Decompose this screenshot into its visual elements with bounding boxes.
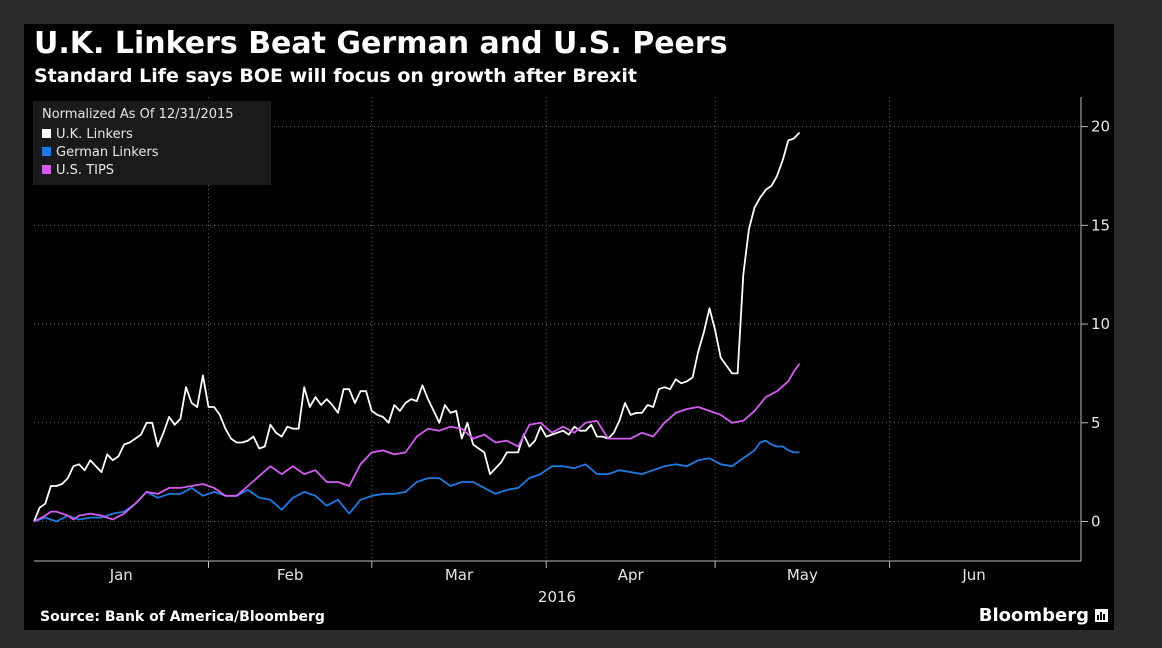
x-tick-label: Apr bbox=[618, 566, 645, 584]
chart-title: U.K. Linkers Beat German and U.S. Peers bbox=[34, 26, 728, 61]
brand-text: Bloomberg bbox=[978, 605, 1089, 626]
legend-swatch bbox=[42, 147, 51, 156]
chart-series bbox=[33, 131, 801, 523]
bloomberg-terminal-icon bbox=[1095, 609, 1108, 622]
x-tick-label: Jan bbox=[109, 566, 133, 584]
legend-swatch bbox=[42, 129, 51, 138]
brand-logo: Bloomberg bbox=[979, 605, 1108, 626]
series-line-u-s-tips bbox=[33, 363, 801, 523]
legend-label: U.K. Linkers bbox=[56, 127, 133, 142]
x-tick-label: Feb bbox=[277, 566, 304, 584]
legend-item-us-tips: U.S. TIPS bbox=[42, 163, 114, 178]
y-tick-label: 15 bbox=[1091, 216, 1110, 234]
y-tick-label: 20 bbox=[1091, 118, 1110, 136]
series-line-u-k-linkers bbox=[33, 131, 801, 522]
legend-label: U.S. TIPS bbox=[56, 163, 115, 178]
chart-subtitle: Standard Life says BOE will focus on gro… bbox=[34, 65, 637, 87]
chart-legend: Normalized As Of 12/31/2015 U.K. Linkers… bbox=[33, 101, 271, 185]
legend-swatch bbox=[42, 165, 51, 174]
legend-item-uk-linkers: U.K. Linkers bbox=[42, 127, 133, 142]
y-tick-label: 10 bbox=[1091, 315, 1110, 333]
x-axis-label: 2016 bbox=[538, 588, 576, 606]
y-tick-label: 0 bbox=[1091, 513, 1101, 531]
legend-title: Normalized As Of 12/31/2015 bbox=[42, 107, 234, 122]
x-tick-label: Jun bbox=[961, 566, 985, 584]
chart-ticks: Jan Feb Mar Apr May Jun 0 5 10 15 20 bbox=[109, 118, 1110, 584]
line-chart: Jan Feb Mar Apr May Jun 0 5 10 15 20 2016 bbox=[33, 97, 1110, 606]
y-tick-label: 5 bbox=[1091, 414, 1101, 432]
legend-item-german-linkers: German Linkers bbox=[42, 145, 158, 160]
legend-label: German Linkers bbox=[56, 145, 159, 160]
x-tick-label: May bbox=[787, 566, 818, 584]
chart-panel: U.K. Linkers Beat German and U.S. Peers … bbox=[24, 24, 1114, 630]
source-note: Source: Bank of America/Bloomberg bbox=[40, 609, 325, 625]
series-line-german-linkers bbox=[33, 439, 800, 523]
x-tick-label: Mar bbox=[445, 566, 474, 584]
